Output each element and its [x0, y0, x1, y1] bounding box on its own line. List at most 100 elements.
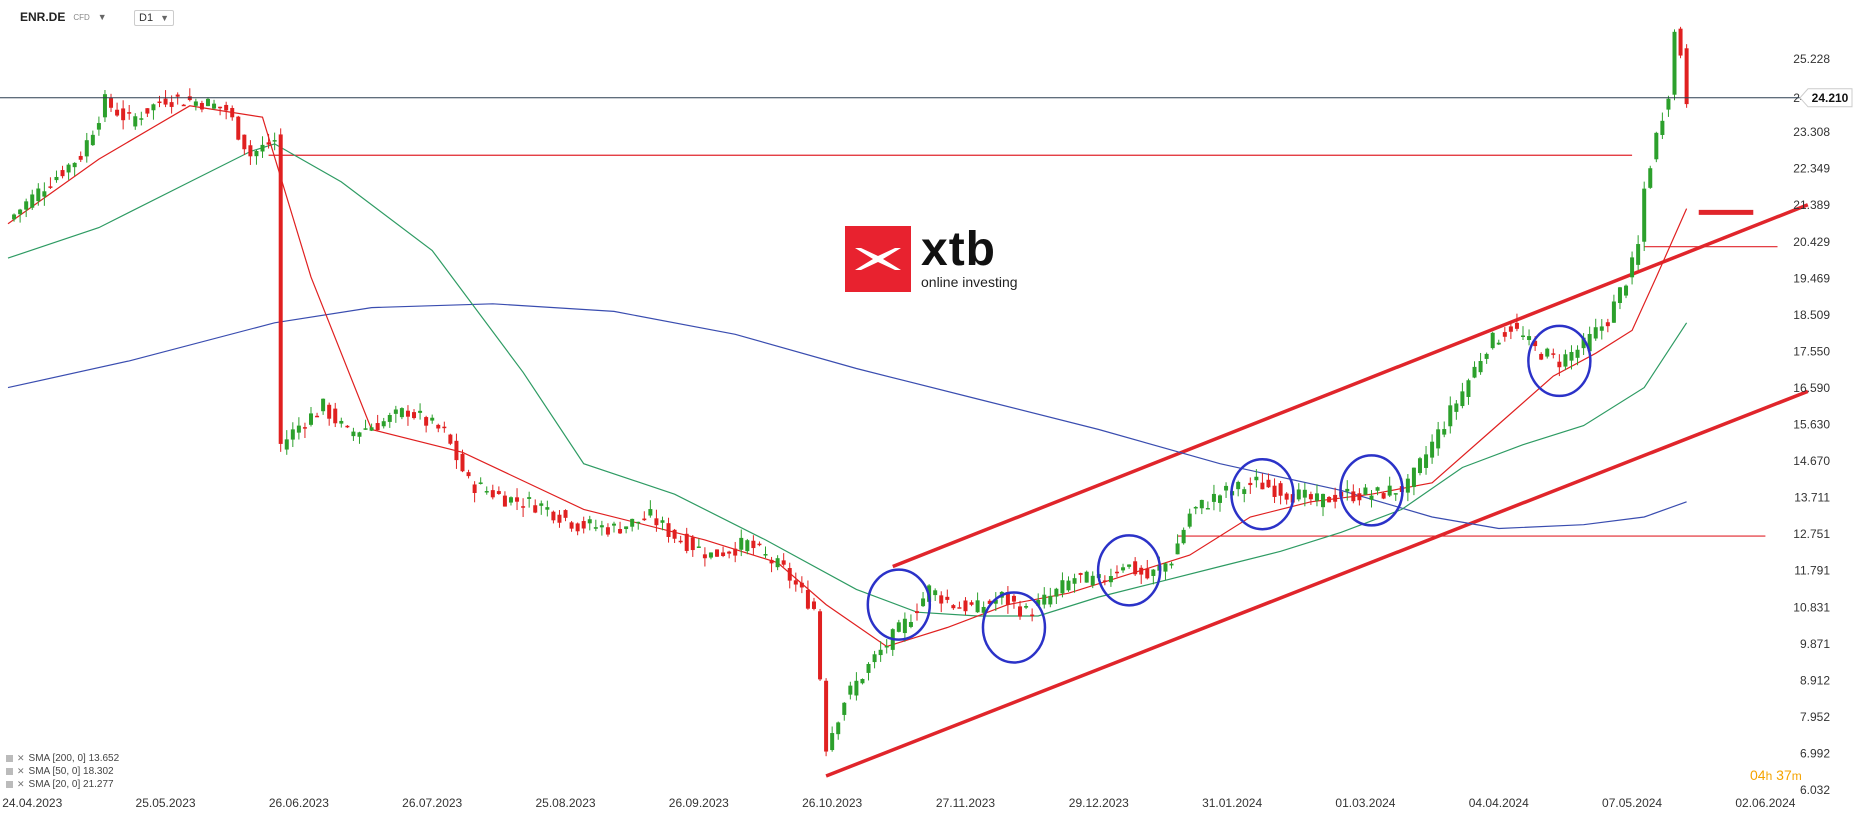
candle-down — [563, 510, 568, 518]
sma50-line — [7, 143, 1688, 617]
candle-down — [1508, 326, 1513, 332]
indicator-legend: ✕ SMA [200, 0] 13.652 ✕ SMA [50, 0] 18.302… — [6, 752, 119, 791]
chevron-down-icon[interactable]: ▼ — [97, 12, 107, 22]
candle-down — [375, 423, 380, 431]
candle-up — [1430, 441, 1435, 458]
y-tick-label: 8.912 — [1800, 673, 1830, 687]
candle-up — [381, 421, 386, 427]
close-icon[interactable]: ✕ — [17, 766, 25, 776]
candle-up — [1521, 335, 1525, 337]
moving-averages — [7, 105, 1688, 648]
indicator-sma50[interactable]: ✕ SMA [50, 0] 18.302 — [6, 765, 119, 778]
candle-down — [575, 523, 580, 532]
candle-down — [1502, 332, 1507, 337]
timeframe-select[interactable]: D1 ▼ — [134, 10, 174, 26]
candle-up — [648, 509, 653, 516]
candle-up — [24, 201, 29, 210]
highlight-circle — [981, 591, 1047, 664]
candle-up — [1648, 168, 1653, 188]
x-axis: 24.04.2023 25.05.2023 26.06.2023 26.07.2023… — [2, 796, 1796, 810]
candle-down — [424, 417, 429, 426]
candle-up — [1048, 595, 1053, 605]
candle-up — [96, 123, 101, 130]
candle-up — [1460, 391, 1465, 407]
candle-up — [1169, 563, 1174, 566]
candle-down — [702, 554, 707, 559]
candle-up — [1587, 333, 1592, 352]
candle-up — [1581, 337, 1586, 349]
candle-down — [230, 107, 235, 118]
candle-up — [1314, 493, 1319, 501]
candle-up — [1218, 495, 1222, 503]
candle-up — [1072, 578, 1077, 584]
candle-down — [60, 170, 65, 177]
channel-upper-line — [892, 203, 1809, 569]
close-icon[interactable]: ✕ — [17, 753, 25, 763]
indicator-sma200[interactable]: ✕ SMA [200, 0] 13.652 — [6, 752, 119, 765]
candle-up — [1484, 353, 1489, 359]
candle-up — [854, 680, 859, 696]
timer-hours-unit: h — [1765, 769, 1773, 783]
candle-down — [454, 440, 459, 461]
candle-up — [1060, 580, 1065, 594]
candle-down — [442, 426, 447, 429]
candle-up — [139, 118, 144, 120]
candle-up — [1175, 543, 1180, 555]
candle-down — [127, 112, 132, 114]
candle-down — [793, 580, 798, 585]
chevron-down-icon: ▼ — [160, 13, 169, 23]
candle-up — [36, 188, 41, 202]
logo-tagline: online investing — [921, 274, 1018, 290]
candle-up — [1375, 487, 1380, 491]
candle-down — [1005, 592, 1010, 605]
candle-up — [363, 428, 368, 430]
candle-up — [763, 554, 768, 556]
y-tick-label: 23.308 — [1793, 125, 1830, 139]
y-tick-label: 14.670 — [1793, 454, 1830, 468]
candle-down — [515, 497, 520, 502]
indicator-sma20[interactable]: ✕ SMA [20, 0] 21.277 — [6, 778, 119, 791]
candle-up — [84, 140, 89, 157]
candle-up — [351, 431, 356, 437]
candle-down — [551, 511, 556, 521]
candle-up — [1448, 405, 1453, 427]
candle-up — [1472, 366, 1477, 378]
close-icon[interactable]: ✕ — [17, 779, 25, 789]
candle-down — [157, 101, 162, 104]
candle-up — [260, 144, 265, 152]
candle-up — [430, 417, 435, 421]
candle-up — [630, 518, 635, 527]
candle-down — [963, 600, 968, 612]
candle-up — [1054, 588, 1059, 597]
sma200-line — [7, 303, 1687, 530]
candle-up — [866, 663, 871, 673]
candle-down — [1018, 606, 1023, 617]
candles — [12, 26, 1689, 757]
candle-up — [933, 590, 938, 596]
x-tick-label: 26.07.2023 — [402, 796, 462, 810]
candle-down — [1266, 479, 1271, 488]
candle-up — [1254, 476, 1259, 481]
candle-up — [508, 497, 513, 503]
candle-up — [739, 537, 744, 550]
symbol-label[interactable]: ENR.DE — [20, 10, 66, 24]
candle-up — [1296, 489, 1301, 500]
candle-up — [1163, 563, 1168, 572]
x-tick-label: 31.01.2024 — [1202, 796, 1262, 810]
y-tick-label: 15.630 — [1793, 418, 1830, 432]
candle-up — [1066, 580, 1071, 591]
candle-down — [751, 540, 756, 549]
candle-down — [1133, 561, 1138, 575]
candle-up — [30, 194, 35, 208]
candle-up — [1127, 564, 1132, 567]
candle-up — [1199, 499, 1204, 509]
candle-up — [369, 427, 374, 431]
candle-up — [921, 598, 926, 607]
timer-minutes-unit: m — [1791, 769, 1802, 783]
highlight-circle — [1527, 324, 1592, 398]
candle-down — [733, 548, 738, 556]
candle-up — [1417, 458, 1422, 474]
candle-up — [12, 214, 17, 220]
candle-down — [1114, 571, 1119, 574]
